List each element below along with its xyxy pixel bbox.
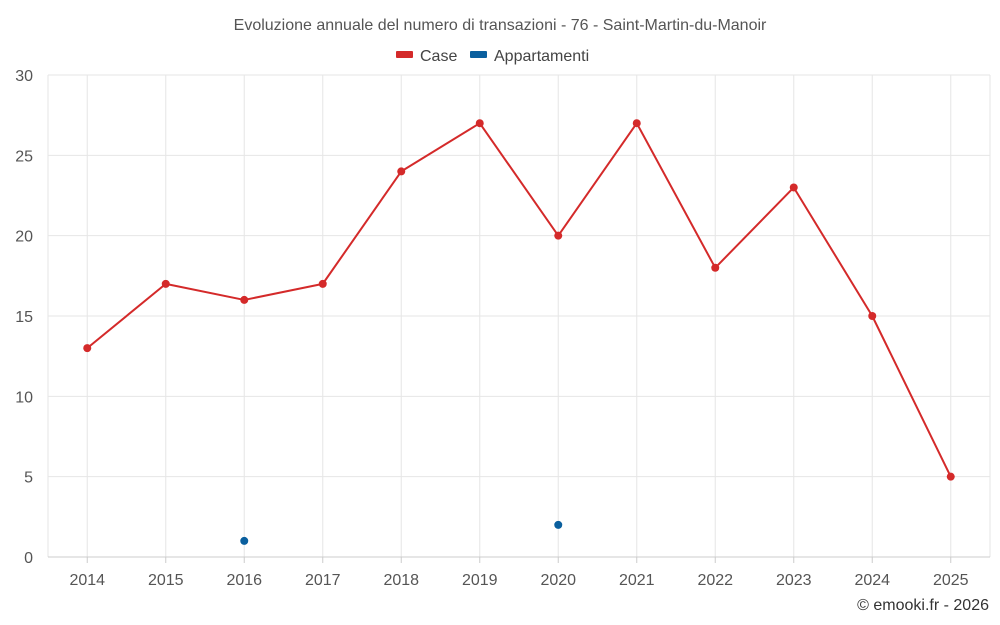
data-point-appartamenti[interactable] [554, 520, 563, 529]
data-point-case[interactable] [475, 119, 484, 128]
chart-title: Evoluzione annuale del numero di transaz… [234, 17, 767, 34]
data-point-case[interactable] [789, 183, 798, 192]
y-axis-ticks: 0 5 10 15 20 25 30 [15, 68, 33, 567]
series-line-case [86, 122, 952, 478]
y-tick-label: 15 [15, 309, 33, 326]
x-tick-label: 2015 [148, 572, 184, 589]
x-tick-label: 2016 [226, 572, 262, 589]
data-point-case[interactable] [632, 119, 641, 128]
legend-label-case: Case [420, 48, 457, 65]
y-tick-label: 30 [15, 68, 33, 85]
x-tick-label: 2024 [854, 572, 890, 589]
x-tick-label: 2023 [776, 572, 812, 589]
y-tick-label: 0 [24, 550, 33, 567]
x-tick-label: 2014 [69, 572, 105, 589]
x-tick-label: 2019 [462, 572, 498, 589]
x-tick-label: 2022 [697, 572, 733, 589]
y-tick-label: 5 [24, 470, 33, 487]
data-point-case[interactable] [946, 472, 955, 481]
x-tick-label: 2020 [540, 572, 576, 589]
x-tick-label: 2018 [383, 572, 419, 589]
legend-swatch-case [396, 51, 413, 58]
legend: Case Appartamenti [396, 48, 589, 65]
data-point-case[interactable] [161, 279, 170, 288]
data-point-case[interactable] [554, 231, 563, 240]
y-tick-label: 10 [15, 389, 33, 406]
y-tick-label: 20 [15, 229, 33, 246]
data-point-case[interactable] [83, 344, 92, 353]
x-tick-label: 2025 [933, 572, 969, 589]
credit-text: © emooki.fr - 2026 [857, 597, 989, 614]
series-layer [83, 119, 955, 545]
series-case [83, 119, 955, 481]
data-point-case[interactable] [397, 167, 406, 176]
series-appartamenti [240, 520, 563, 545]
x-tick-label: 2021 [619, 572, 655, 589]
legend-item-case[interactable]: Case [396, 48, 457, 65]
x-axis-ticks: 2014 2015 2016 2017 2018 2019 2020 2021 2022 2023… [69, 572, 968, 589]
y-tick-label: 25 [15, 148, 33, 165]
legend-label-appartamenti: Appartamenti [494, 48, 589, 65]
data-point-case[interactable] [868, 312, 877, 320]
data-point-appartamenti[interactable] [240, 536, 249, 545]
legend-item-appartamenti[interactable]: Appartamenti [470, 48, 589, 65]
data-point-case[interactable] [711, 263, 720, 272]
data-point-case[interactable] [240, 295, 249, 304]
data-point-case[interactable] [318, 279, 327, 288]
x-tick-label: 2017 [305, 572, 341, 589]
legend-swatch-appartamenti [470, 51, 487, 58]
grid [47, 74, 991, 563]
